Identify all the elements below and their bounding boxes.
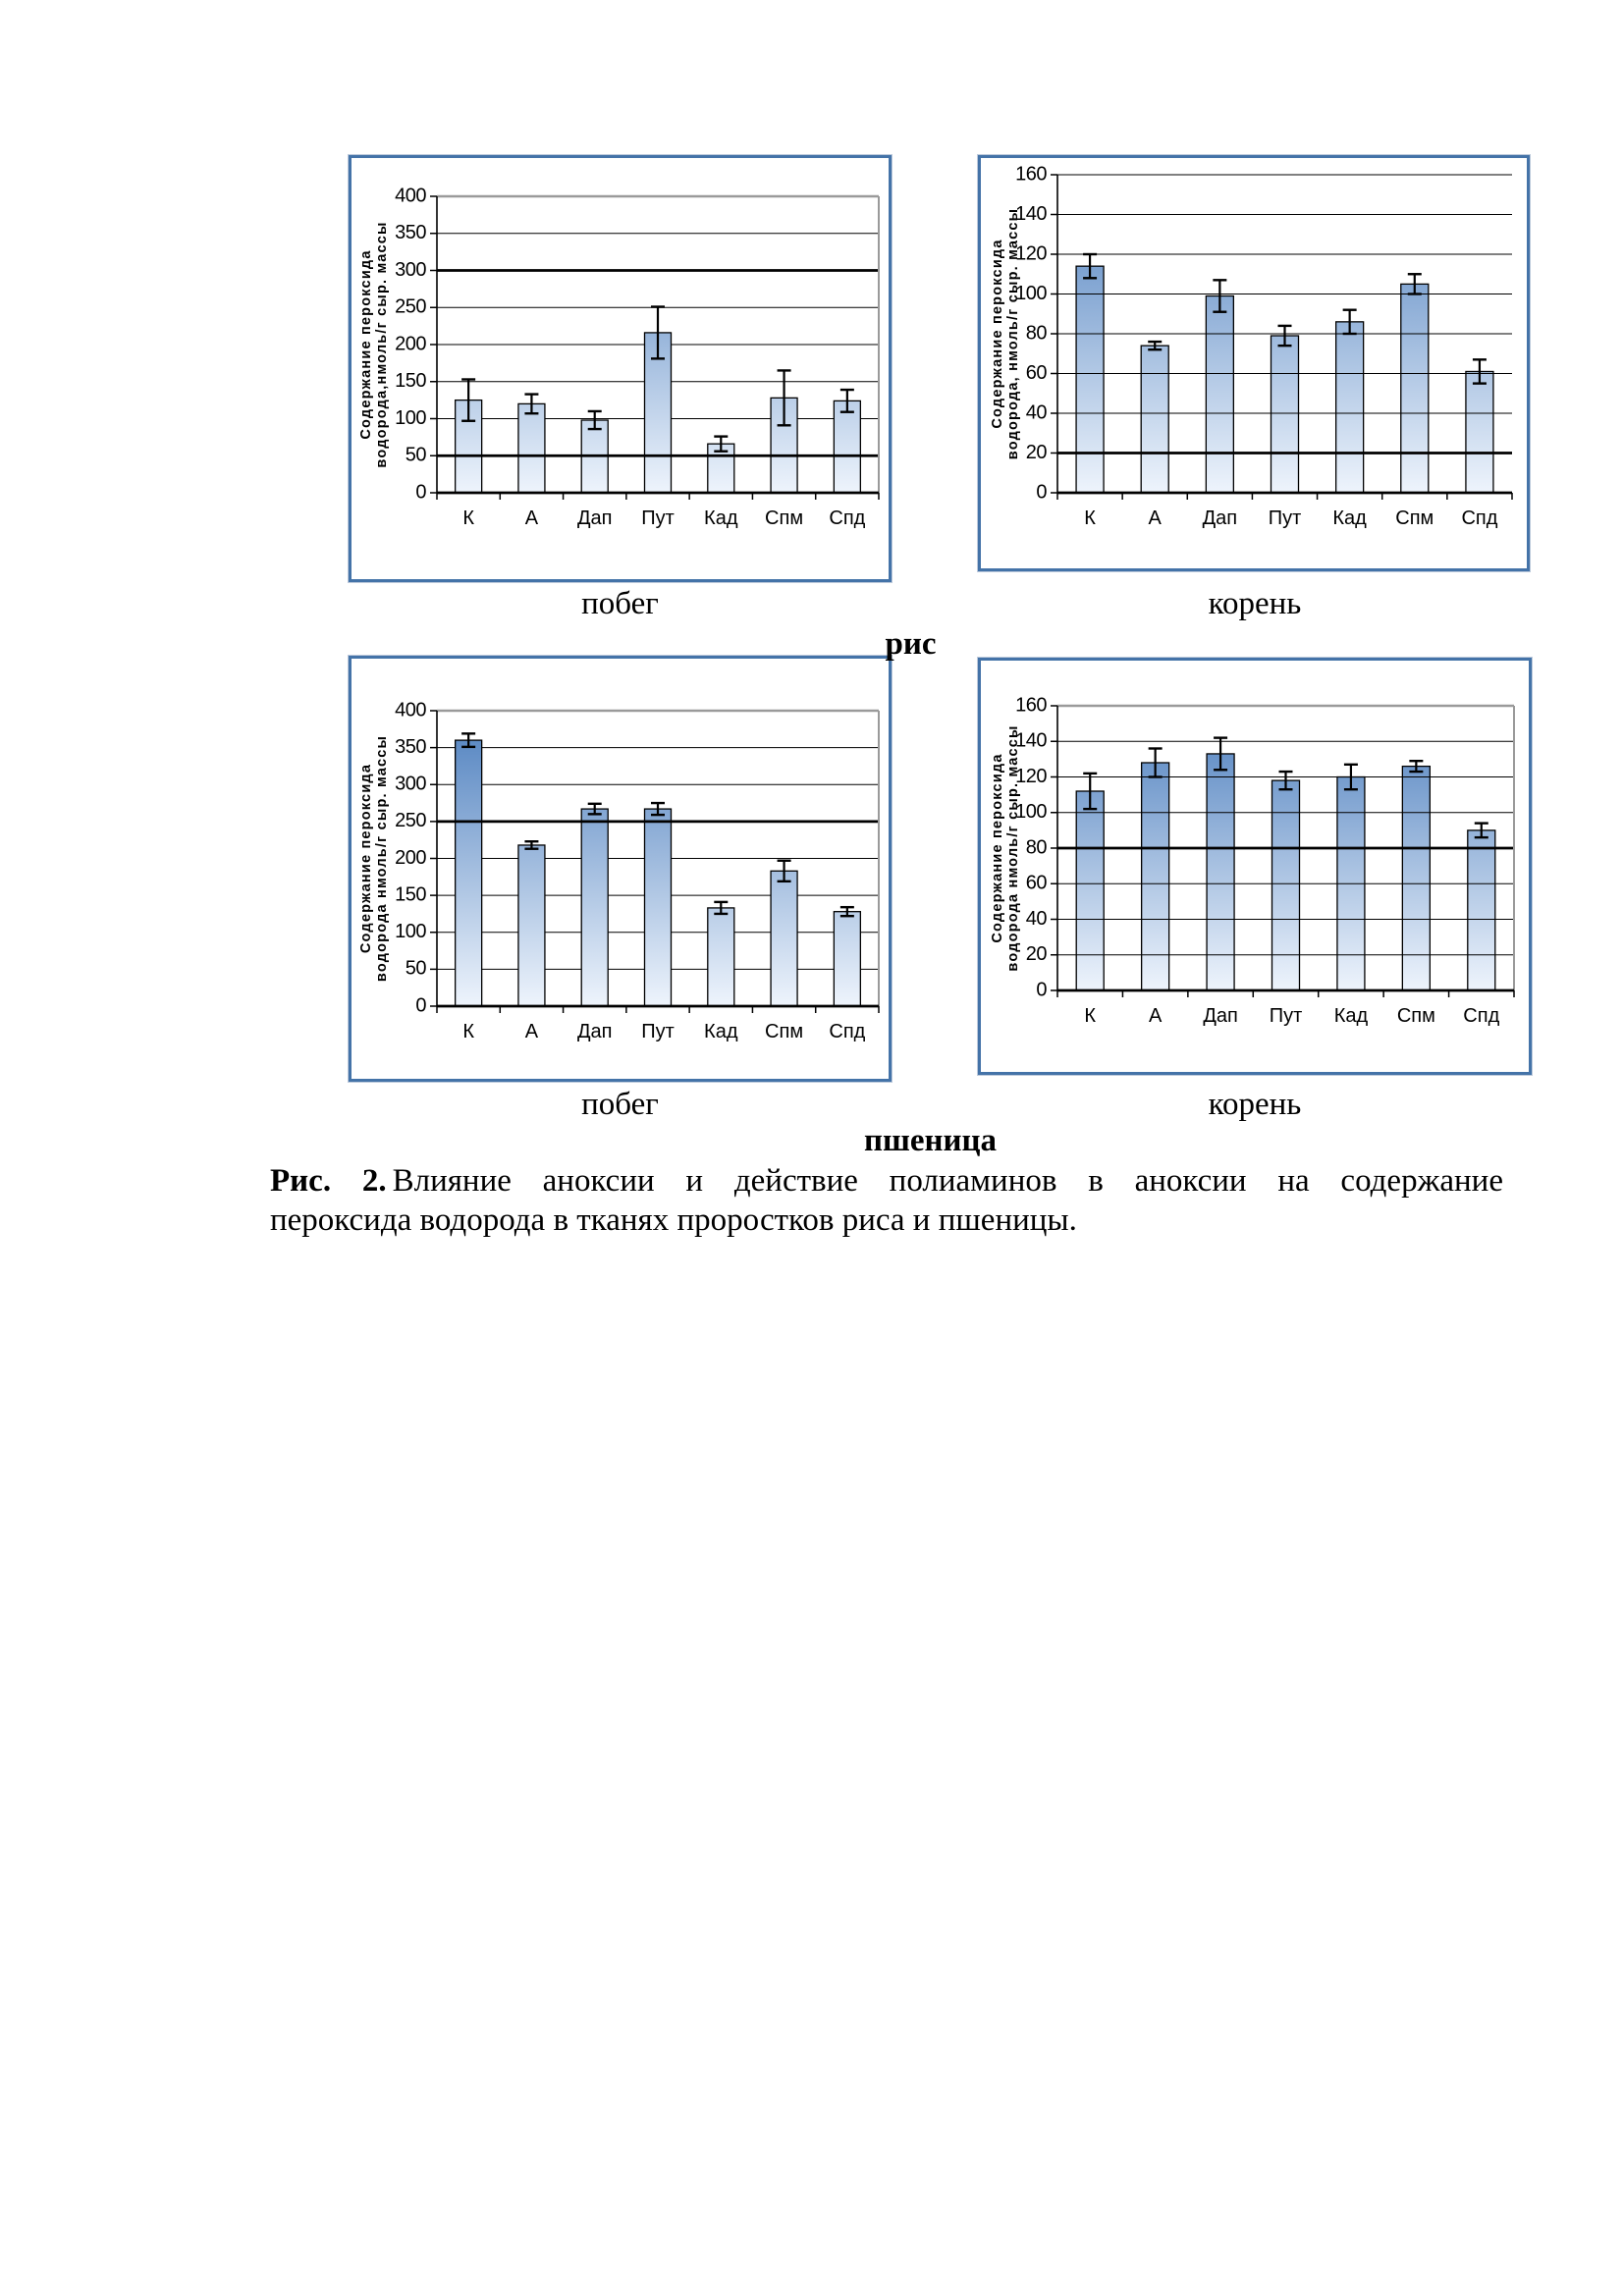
chart-canvas-wheat-shoot: 0 50 100 150 200 250 300 350 400 К А Дап Пут Кад Спм Сп… [358, 699, 880, 1042]
chart-wheat-root: 0 20 40 60 80 100 120 140 160 К А Дап Пут Кад Спм Спд Со… [978, 658, 1532, 1075]
svg-text:Спд: Спд [1463, 1005, 1499, 1027]
svg-text:0: 0 [1036, 481, 1047, 503]
svg-text:60: 60 [1026, 362, 1048, 384]
svg-text:40: 40 [1026, 401, 1048, 423]
svg-text:400: 400 [395, 699, 426, 721]
svg-text:20: 20 [1026, 943, 1048, 965]
svg-text:20: 20 [1026, 442, 1048, 463]
svg-text:Кад: Кад [704, 507, 738, 529]
figure-caption: Рис. 2. Влияние аноксии и действие полиам… [270, 1161, 1503, 1240]
svg-text:Пут: Пут [641, 1021, 675, 1042]
chart-rice-shoot: 0 50 100 150 200 250 300 350 400 К А Дап Пут Кад Спм Сп… [349, 155, 892, 582]
svg-text:К: К [462, 507, 474, 529]
svg-text:50: 50 [406, 445, 427, 466]
caption-figure-number: Рис. 2. [270, 1163, 387, 1199]
svg-text:Содержание пероксида: Содержание пероксида [990, 239, 1005, 428]
svg-text:160: 160 [1015, 163, 1047, 185]
svg-text:Пут: Пут [641, 507, 675, 529]
svg-text:0: 0 [415, 481, 426, 503]
svg-text:100: 100 [395, 407, 426, 429]
svg-text:водорода нмоль/г сыр. массы: водорода нмоль/г сыр. массы [374, 735, 390, 982]
svg-text:Спм: Спм [765, 1021, 803, 1042]
svg-text:80: 80 [1026, 322, 1048, 344]
svg-text:60: 60 [1026, 873, 1048, 894]
svg-text:Спм: Спм [1395, 507, 1434, 529]
svg-text:200: 200 [395, 847, 426, 869]
svg-text:Пут: Пут [1269, 507, 1302, 529]
label-wheat-root: корень [1208, 1087, 1302, 1122]
svg-text:Дап: Дап [577, 1021, 613, 1042]
svg-text:120: 120 [1015, 766, 1047, 787]
svg-text:водорода,нмоль/г сыр. массы: водорода,нмоль/г сыр. массы [374, 221, 390, 467]
svg-text:160: 160 [1015, 694, 1047, 716]
chart-canvas-rice-root: 0 20 40 60 80 100 120 140 160 К А Дап Пут Кад Спм Спд Со… [990, 163, 1513, 529]
svg-text:200: 200 [395, 333, 426, 354]
svg-text:водорода нмоль/г сыр. массы: водорода нмоль/г сыр. массы [1005, 724, 1021, 971]
svg-text:300: 300 [395, 774, 426, 795]
svg-text:80: 80 [1026, 836, 1048, 858]
svg-text:К: К [1084, 1005, 1096, 1027]
group-label-wheat: пшеница [863, 1123, 998, 1158]
svg-text:водорода, нмоль/г сыр. массы: водорода, нмоль/г сыр. массы [1005, 208, 1021, 459]
svg-text:Дап: Дап [577, 507, 613, 529]
svg-text:А: А [1149, 507, 1163, 529]
svg-text:350: 350 [395, 736, 426, 758]
svg-text:Кад: Кад [1334, 1005, 1369, 1027]
label-rice-root: корень [1208, 586, 1302, 621]
chart-wheat-shoot: 0 50 100 150 200 250 300 350 400 К А Дап Пут Кад Спм Сп… [349, 656, 892, 1082]
svg-text:Спд: Спд [829, 507, 865, 529]
svg-text:А: А [1149, 1005, 1163, 1027]
svg-text:Кад: Кад [1332, 507, 1367, 529]
caption-text-line2: пероксида водорода в тканях проростков р… [270, 1202, 1077, 1238]
caption-line-1: Рис. 2. Влияние аноксии и действие полиам… [270, 1161, 1503, 1201]
svg-text:А: А [525, 507, 539, 529]
svg-text:100: 100 [1015, 801, 1047, 823]
svg-text:Содержание пероксида: Содержание пероксида [358, 249, 374, 439]
svg-text:100: 100 [395, 921, 426, 942]
svg-text:0: 0 [415, 994, 426, 1016]
svg-text:140: 140 [1015, 203, 1047, 225]
caption-text-line1: Влияние аноксии и действие полиаминов в … [392, 1163, 1503, 1199]
svg-text:К: К [462, 1021, 474, 1042]
svg-text:Спм: Спм [1397, 1005, 1435, 1027]
svg-text:Содержание пероксида: Содержание пероксида [990, 753, 1005, 942]
svg-text:0: 0 [1036, 979, 1047, 1000]
svg-text:Спм: Спм [765, 507, 803, 529]
svg-text:350: 350 [395, 222, 426, 243]
svg-text:А: А [525, 1021, 539, 1042]
svg-text:250: 250 [395, 810, 426, 831]
chart-canvas-wheat-root: 0 20 40 60 80 100 120 140 160 К А Дап Пут Кад Спм Спд Со… [990, 694, 1515, 1027]
svg-text:Дап: Дап [1203, 507, 1238, 529]
svg-text:150: 150 [395, 370, 426, 392]
svg-text:50: 50 [406, 958, 427, 980]
svg-text:40: 40 [1026, 908, 1048, 930]
svg-text:100: 100 [1015, 283, 1047, 304]
svg-text:К: К [1084, 507, 1096, 529]
svg-text:150: 150 [395, 883, 426, 905]
label-rice-shoot: побег [581, 586, 659, 621]
svg-text:250: 250 [395, 296, 426, 318]
chart-canvas-rice-shoot: 0 50 100 150 200 250 300 350 400 К А Дап Пут Кад Спм Сп… [358, 185, 880, 529]
svg-text:Спд: Спд [1461, 507, 1497, 529]
svg-text:Содержание пероксида: Содержание пероксида [358, 764, 374, 953]
svg-text:120: 120 [1015, 242, 1047, 264]
svg-text:140: 140 [1015, 730, 1047, 752]
svg-text:Дап: Дап [1203, 1005, 1238, 1027]
svg-text:Пут: Пут [1270, 1005, 1303, 1027]
chart-rice-root: 0 20 40 60 80 100 120 140 160 К А Дап Пут Кад Спм Спд Со… [978, 155, 1530, 571]
svg-text:Кад: Кад [704, 1021, 738, 1042]
svg-text:300: 300 [395, 259, 426, 281]
label-wheat-shoot: побег [581, 1087, 659, 1122]
svg-text:400: 400 [395, 185, 426, 206]
svg-text:Спд: Спд [829, 1021, 865, 1042]
group-label-rice: рис [885, 626, 937, 662]
